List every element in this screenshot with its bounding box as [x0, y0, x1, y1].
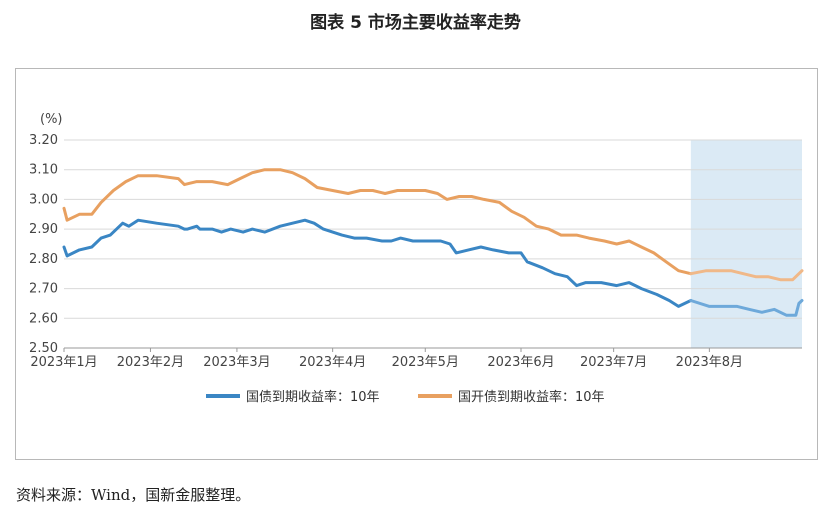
series-line-1-highlight [689, 299, 804, 317]
chart-frame: 3.20 3.10 3.00 2.90 2.80 2.70 2.60 2.50 2023年1月… [15, 68, 818, 460]
series-line-2-highlight [689, 269, 804, 282]
figure-title: 图表 5 市场主要收益率走势 [310, 13, 521, 33]
x-tick-label: 2023年6月 [487, 355, 554, 370]
y-tick-label: 3.20 [29, 133, 58, 148]
x-tick-label: 2023年8月 [676, 355, 743, 370]
x-axis-ticks: 2023年1月 2023年2月 2023年3月 2023年4月 2023年5月 2023年… [30, 348, 743, 370]
shaded-region [690, 140, 802, 348]
legend-label-2: 国开债到期收益率：10年 [458, 389, 605, 405]
y-tick-label: 2.80 [29, 252, 58, 267]
x-tick-label: 2023年7月 [580, 355, 647, 370]
y-axis-unit-label: (%) [40, 112, 63, 127]
x-tick-label: 2023年4月 [299, 355, 366, 370]
y-tick-label: 2.50 [29, 341, 58, 356]
series-line-2 [62, 168, 693, 276]
series-line-1 [62, 218, 693, 308]
y-tick-label: 2.70 [29, 282, 58, 297]
x-tick-label: 2023年2月 [117, 355, 184, 370]
source-note: 资料来源：Wind，国新金服整理。 [16, 486, 251, 504]
legend: 国债到期收益率：10年 国开债到期收益率：10年 [206, 389, 605, 405]
x-tick-label: 2023年1月 [30, 355, 97, 370]
x-tick-label: 2023年5月 [392, 355, 459, 370]
series-lines [62, 168, 804, 317]
line-chart: 3.20 3.10 3.00 2.90 2.80 2.70 2.60 2.50 2023年1月… [29, 112, 804, 405]
shaded-region-group [690, 140, 802, 348]
y-tick-label: 2.90 [29, 222, 58, 237]
legend-label-1: 国债到期收益率：10年 [246, 389, 380, 405]
y-tick-label: 3.10 [29, 163, 58, 178]
y-tick-label: 2.60 [29, 311, 58, 326]
y-axis-ticks: 3.20 3.10 3.00 2.90 2.80 2.70 2.60 2.50 [29, 133, 58, 356]
y-tick-label: 3.00 [29, 192, 58, 207]
x-tick-label: 2023年3月 [203, 355, 270, 370]
